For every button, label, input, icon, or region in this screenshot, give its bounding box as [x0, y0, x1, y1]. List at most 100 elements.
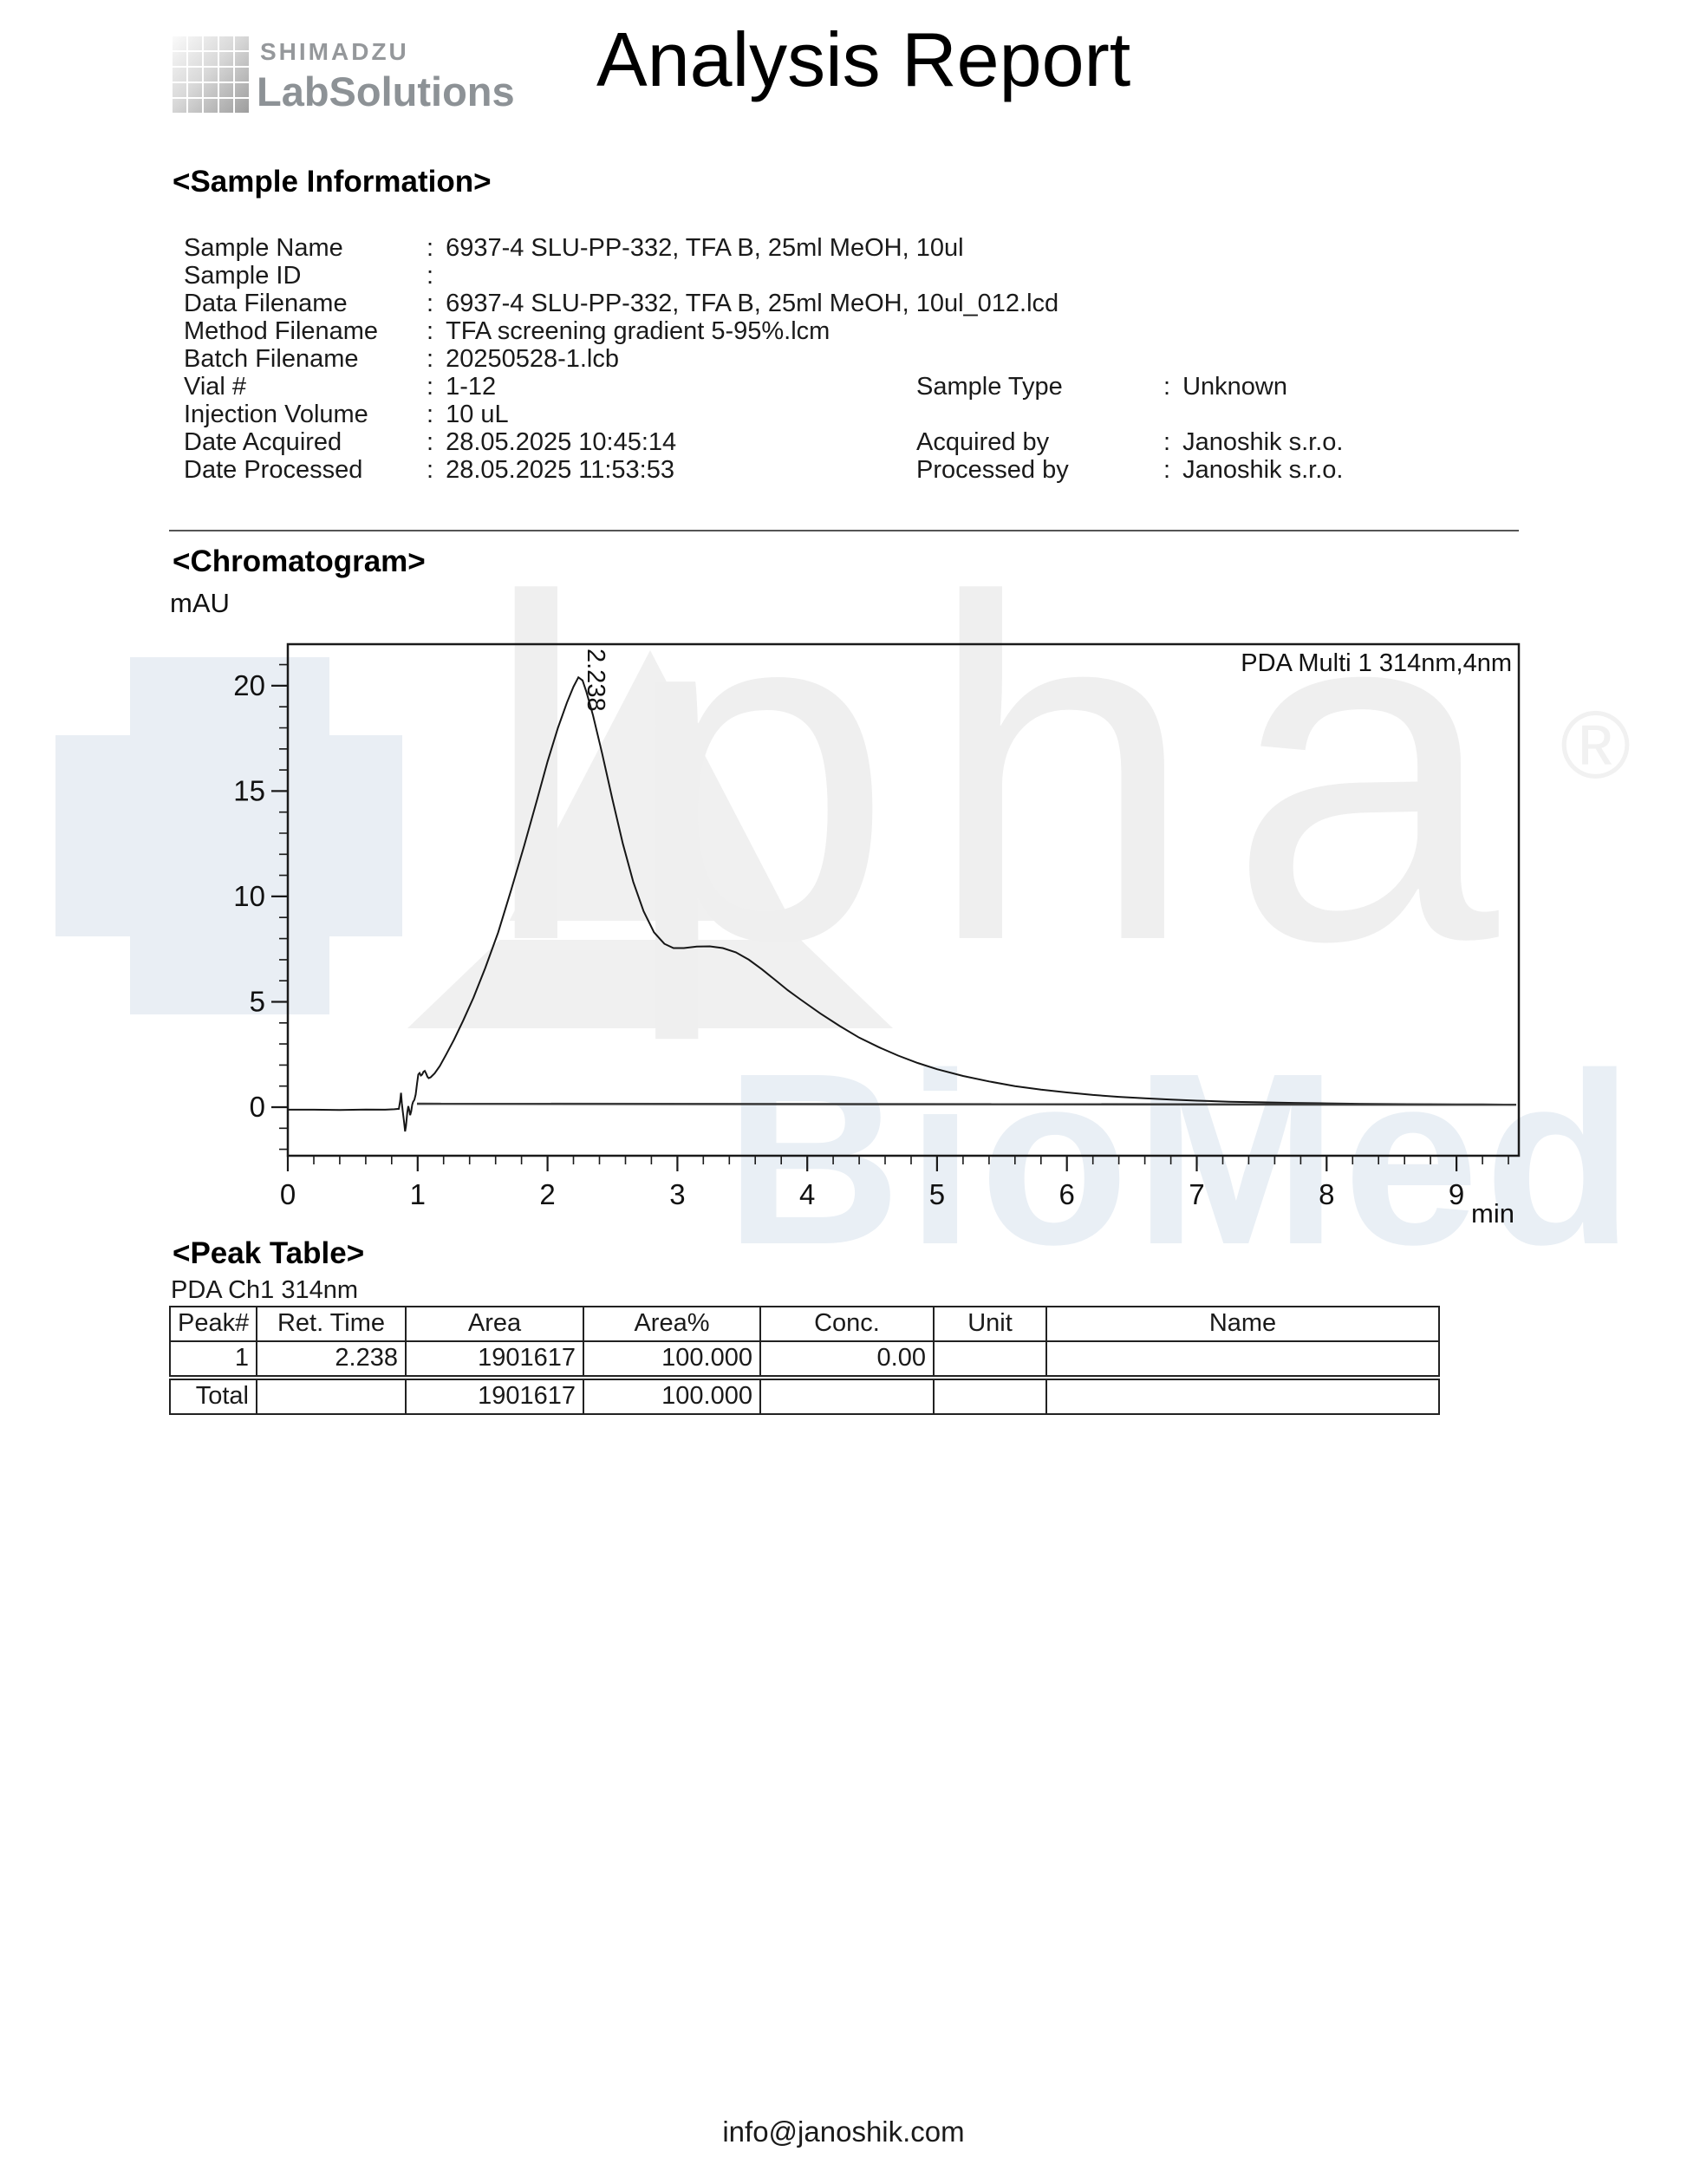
cell-ret-time: 2.238: [256, 1340, 407, 1379]
colon: :: [427, 373, 434, 401]
cell-area: 1901617: [405, 1375, 584, 1415]
colon: :: [427, 290, 434, 317]
cell-area: 1901617: [405, 1340, 584, 1379]
field-value-text: TFA screening gradient 5-95%.lcm: [446, 317, 830, 345]
sample-info-row: Date Processed :28.05.2025 11:53:53 Proc…: [184, 456, 1571, 484]
sample-info-row: Batch Filename :20250528-1.lcb: [184, 345, 1571, 373]
cell-unit: [933, 1375, 1047, 1415]
sample-info-row: Sample ID :: [184, 262, 1571, 290]
field-value-text: Janoshik s.r.o.: [1182, 456, 1344, 484]
sample-info-row: Data Filename :6937-4 SLU-PP-332, TFA B,…: [184, 290, 1571, 317]
field-label: Data Filename: [184, 290, 348, 317]
cell-area-percent: 100.000: [583, 1375, 761, 1415]
field-value: :28.05.2025 10:45:14: [427, 428, 676, 457]
field-value-text: 6937-4 SLU-PP-332, TFA B, 25ml MeOH, 10u…: [446, 234, 964, 262]
field-label: Sample ID: [184, 262, 302, 290]
alpha-logo-triangle-bar: [407, 940, 893, 1028]
y-tick-label: 20: [233, 669, 265, 701]
major-ticks: [271, 684, 1458, 1171]
colon: :: [1163, 428, 1171, 456]
signal-trace: [288, 675, 1515, 1132]
field-value: :6937-4 SLU-PP-332, TFA B, 25ml MeOH, 10…: [427, 290, 1058, 318]
field-value: :1-12: [427, 373, 496, 401]
minor-ticks: [279, 663, 1509, 1164]
channel-label: PDA Multi 1 314nm,4nm: [1241, 649, 1512, 677]
y-axis-unit-label: mAU: [170, 588, 230, 618]
cell-name: [1045, 1340, 1440, 1379]
colon: :: [427, 428, 434, 456]
chromatogram-title: <Chromatogram>: [173, 544, 426, 578]
field-value-text: Janoshik s.r.o.: [1182, 428, 1344, 456]
sample-info-row: Injection Volume :10 uL: [184, 401, 1571, 428]
section-divider: [169, 530, 1519, 531]
colon: :: [427, 234, 434, 262]
column-header: Area: [405, 1306, 584, 1342]
cell-ret-time: [256, 1375, 407, 1415]
field-label: Vial #: [184, 373, 247, 401]
colon: :: [1163, 373, 1171, 401]
field-label: Processed by: [916, 456, 1069, 484]
field-value-text: 28.05.2025 10:45:14: [446, 428, 677, 456]
field-value: :: [427, 262, 446, 290]
field-label: Acquired by: [916, 428, 1050, 456]
field-value: : TFA screening gradient 5-95%.lcm: [427, 317, 830, 346]
page-title: Analysis Report: [596, 16, 1131, 102]
y-tick-label: 15: [233, 774, 265, 806]
cell-unit: [933, 1340, 1047, 1379]
x-tick-label: 0: [280, 1178, 296, 1210]
colon: :: [427, 317, 434, 345]
column-header: Peak#: [169, 1306, 257, 1342]
field-label: Method Filename: [184, 317, 379, 345]
y-tick-label: 5: [250, 986, 265, 1018]
sample-info-row: Date Acquired :28.05.2025 10:45:14 Acqui…: [184, 428, 1571, 456]
brand-shimadzu: SHIMADZU: [260, 38, 409, 65]
column-header: Conc.: [759, 1306, 935, 1342]
field-value-text: 10 uL: [446, 401, 509, 428]
field-label: Date Acquired: [184, 428, 342, 456]
cell-conc: [759, 1375, 935, 1415]
sample-info-row: Method Filename : TFA screening gradient …: [184, 317, 1571, 345]
field-value: :28.05.2025 11:53:53: [427, 456, 674, 485]
x-tick-label: 2: [539, 1178, 555, 1210]
column-header: Area%: [583, 1306, 761, 1342]
y-tick-label: 0: [250, 1091, 265, 1123]
cell-area-percent: 100.000: [583, 1340, 761, 1379]
x-axis-unit-label: min: [1471, 1198, 1514, 1229]
x-tick-label: 1: [410, 1178, 426, 1210]
field-value: :10 uL: [427, 401, 509, 429]
field-value: : Unknown: [1163, 373, 1287, 401]
peak-table-title: <Peak Table>: [173, 1236, 365, 1270]
peak-table-total-row: Total 1901617 100.000: [169, 1375, 1440, 1415]
field-value-text: 20250528-1.lcb: [446, 345, 620, 373]
peak-retention-time-label: 2.238: [582, 649, 609, 712]
axis-ticks: [271, 663, 1509, 1171]
y-tick-label: 10: [233, 880, 265, 912]
chromatogram-traces: [288, 675, 1517, 1132]
field-value: : Janoshik s.r.o.: [1163, 456, 1343, 485]
field-value-text: 6937-4 SLU-PP-332, TFA B, 25ml MeOH, 10u…: [446, 290, 1059, 317]
integration-baseline: [416, 1102, 1517, 1106]
field-value: :20250528-1.lcb: [427, 345, 619, 374]
column-header: Name: [1045, 1306, 1440, 1342]
column-header: Ret. Time: [256, 1306, 407, 1342]
field-label: Sample Name: [184, 234, 343, 262]
colon: :: [427, 401, 434, 428]
field-label: Date Processed: [184, 456, 363, 484]
colon: :: [427, 262, 434, 290]
peak-table-channel: PDA Ch1 314nm: [171, 1276, 359, 1304]
brand-labsolutions: LabSolutions: [257, 68, 515, 114]
field-label: Injection Volume: [184, 401, 368, 428]
cell-conc: 0.00: [759, 1340, 935, 1379]
peak-table: Peak# Ret. Time Area Area% Conc. Unit Na…: [169, 1306, 1440, 1415]
column-header: Unit: [933, 1306, 1047, 1342]
cell-total-label: Total: [169, 1375, 257, 1415]
alpha-logo-cross-horizontal: [55, 735, 402, 936]
registered-trademark-watermark: ®: [1560, 692, 1632, 799]
cell-peak-number: 1: [169, 1340, 257, 1379]
field-label: Sample Type: [916, 373, 1063, 401]
colon: :: [427, 345, 434, 373]
colon: :: [427, 456, 434, 484]
chromatogram-chart: mAU 0 5 10 15 20 0 1 2 3 4 5 6 7 8 9 PDA Multi 1 314nm…: [170, 588, 1521, 1229]
colon: :: [1163, 456, 1171, 484]
sample-information-title: <Sample Information>: [173, 165, 492, 199]
